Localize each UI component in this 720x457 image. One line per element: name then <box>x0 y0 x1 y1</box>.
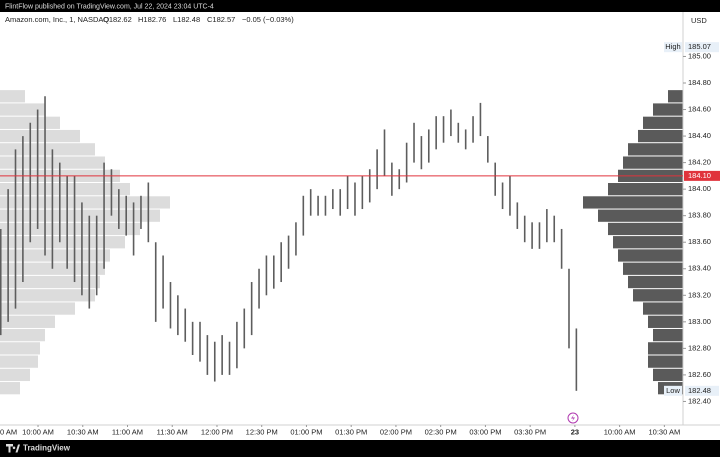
marker-name: High <box>665 42 680 51</box>
marker-name: Low <box>666 386 680 395</box>
profile-left-bar <box>0 342 40 355</box>
profile-left-bar <box>0 103 45 116</box>
profile-right-bar <box>628 143 683 156</box>
profile-left-bar <box>0 315 55 328</box>
profile-right-bar <box>623 262 683 275</box>
x-tick-label: 03:30 PM <box>514 427 546 436</box>
legend-change: −0.05 (−0.03%) <box>242 15 294 24</box>
x-tick-label: 11:00 AM <box>112 427 143 436</box>
profile-left-bar <box>0 143 95 156</box>
legend-open: O182.62 <box>103 15 132 24</box>
x-tick-label: 10:00 AM <box>22 427 54 436</box>
y-tick-label: 183.20 <box>688 290 711 299</box>
y-tick-label: 184.60 <box>688 105 711 114</box>
profile-right-bar <box>608 183 683 196</box>
profile-left-bar <box>0 209 160 222</box>
y-tick-label: 184.20 <box>688 158 711 167</box>
header-bar <box>0 0 720 12</box>
x-tick-label: 10:00 AM <box>604 427 636 436</box>
profile-left-bar <box>0 90 25 103</box>
x-tick-label: 01:30 PM <box>335 427 367 436</box>
profile-left-bar <box>0 236 125 249</box>
profile-right-bar <box>633 289 683 302</box>
marker-value: 185.07 <box>688 42 711 51</box>
profile-left-bar <box>0 368 30 382</box>
y-tick-label: 182.60 <box>688 370 711 379</box>
profile-right-bar <box>643 116 683 129</box>
profile-right-bar <box>628 275 683 289</box>
profile-right-bar <box>638 129 683 143</box>
profile-right-bar <box>643 302 683 315</box>
legend-low: L182.48 <box>173 15 200 24</box>
y-tick-label: 182.40 <box>688 396 711 405</box>
profile-right-bar <box>668 90 683 103</box>
profile-left-bar <box>0 183 130 196</box>
profile-left-bar <box>0 302 75 315</box>
profile-right-bar <box>648 355 683 368</box>
profile-left-bar <box>0 289 95 302</box>
legend-close: C182.57 <box>207 15 235 24</box>
profile-right-bar <box>613 236 683 249</box>
y-tick-label: 183.80 <box>688 211 711 220</box>
profile-right-bar <box>653 328 683 342</box>
x-tick-label: 01:00 PM <box>290 427 322 436</box>
profile-left-bar <box>0 222 140 236</box>
profile-right-bar <box>598 209 683 222</box>
y-tick-label: 184.80 <box>688 78 711 87</box>
marker-name-bg <box>664 385 682 396</box>
profile-left-bar <box>0 382 20 395</box>
footer-logo <box>6 444 20 453</box>
header-text: FlintFlow published on TradingView.com, … <box>5 3 214 10</box>
profile-left-bar <box>0 328 45 342</box>
last-price-tag <box>684 170 720 181</box>
y-tick-label: 185.00 <box>688 51 711 60</box>
x-tick-label: 10:30 AM <box>67 427 99 436</box>
profile-right-bar <box>653 103 683 116</box>
profile-right-bar <box>653 368 683 382</box>
marker-value: 182.48 <box>688 386 711 395</box>
currency: USD <box>691 16 707 25</box>
profile-right-bar <box>608 222 683 236</box>
profile-left-bar <box>0 196 170 209</box>
x-tick-label: 12:00 PM <box>201 427 233 436</box>
symbol: Amazon.com, Inc., 1, NASDAQ <box>5 15 109 24</box>
y-tick-label: 183.60 <box>688 237 711 246</box>
marker-name-bg <box>664 42 682 53</box>
x-tick-label: 0 AM <box>0 427 17 436</box>
x-tick-label: 11:30 AM <box>157 427 188 436</box>
profile-right-bar <box>583 196 683 209</box>
profile-right-bar <box>623 156 683 169</box>
x-tick-label: 23 <box>571 427 579 436</box>
x-tick-label: 12:30 PM <box>246 427 278 436</box>
footer-bar <box>0 440 720 457</box>
y-tick-label: 184.00 <box>688 184 711 193</box>
profile-left-bar <box>0 129 80 143</box>
footer-text: TradingView <box>23 444 71 453</box>
y-tick-label: 183.40 <box>688 264 711 273</box>
profile-right-bar <box>648 342 683 355</box>
y-tick-label: 183.00 <box>688 317 711 326</box>
x-tick-label: 02:00 PM <box>380 427 412 436</box>
profile-left-bar <box>0 355 38 368</box>
last-price-label: 184.10 <box>688 171 711 180</box>
x-tick-label: 03:00 PM <box>469 427 501 436</box>
legend-high: H182.76 <box>138 15 166 24</box>
y-tick-label: 184.40 <box>688 131 711 140</box>
marker-bg <box>685 42 719 53</box>
profile-right-bar <box>648 315 683 328</box>
marker-bg <box>685 385 719 396</box>
profile-left-bar <box>0 249 110 262</box>
x-tick-label: 02:30 PM <box>425 427 457 436</box>
profile-right-bar <box>618 249 683 262</box>
replay-icon <box>567 412 579 424</box>
y-tick-label: 182.80 <box>688 343 711 352</box>
x-tick-label: 10:30 AM <box>649 427 681 436</box>
